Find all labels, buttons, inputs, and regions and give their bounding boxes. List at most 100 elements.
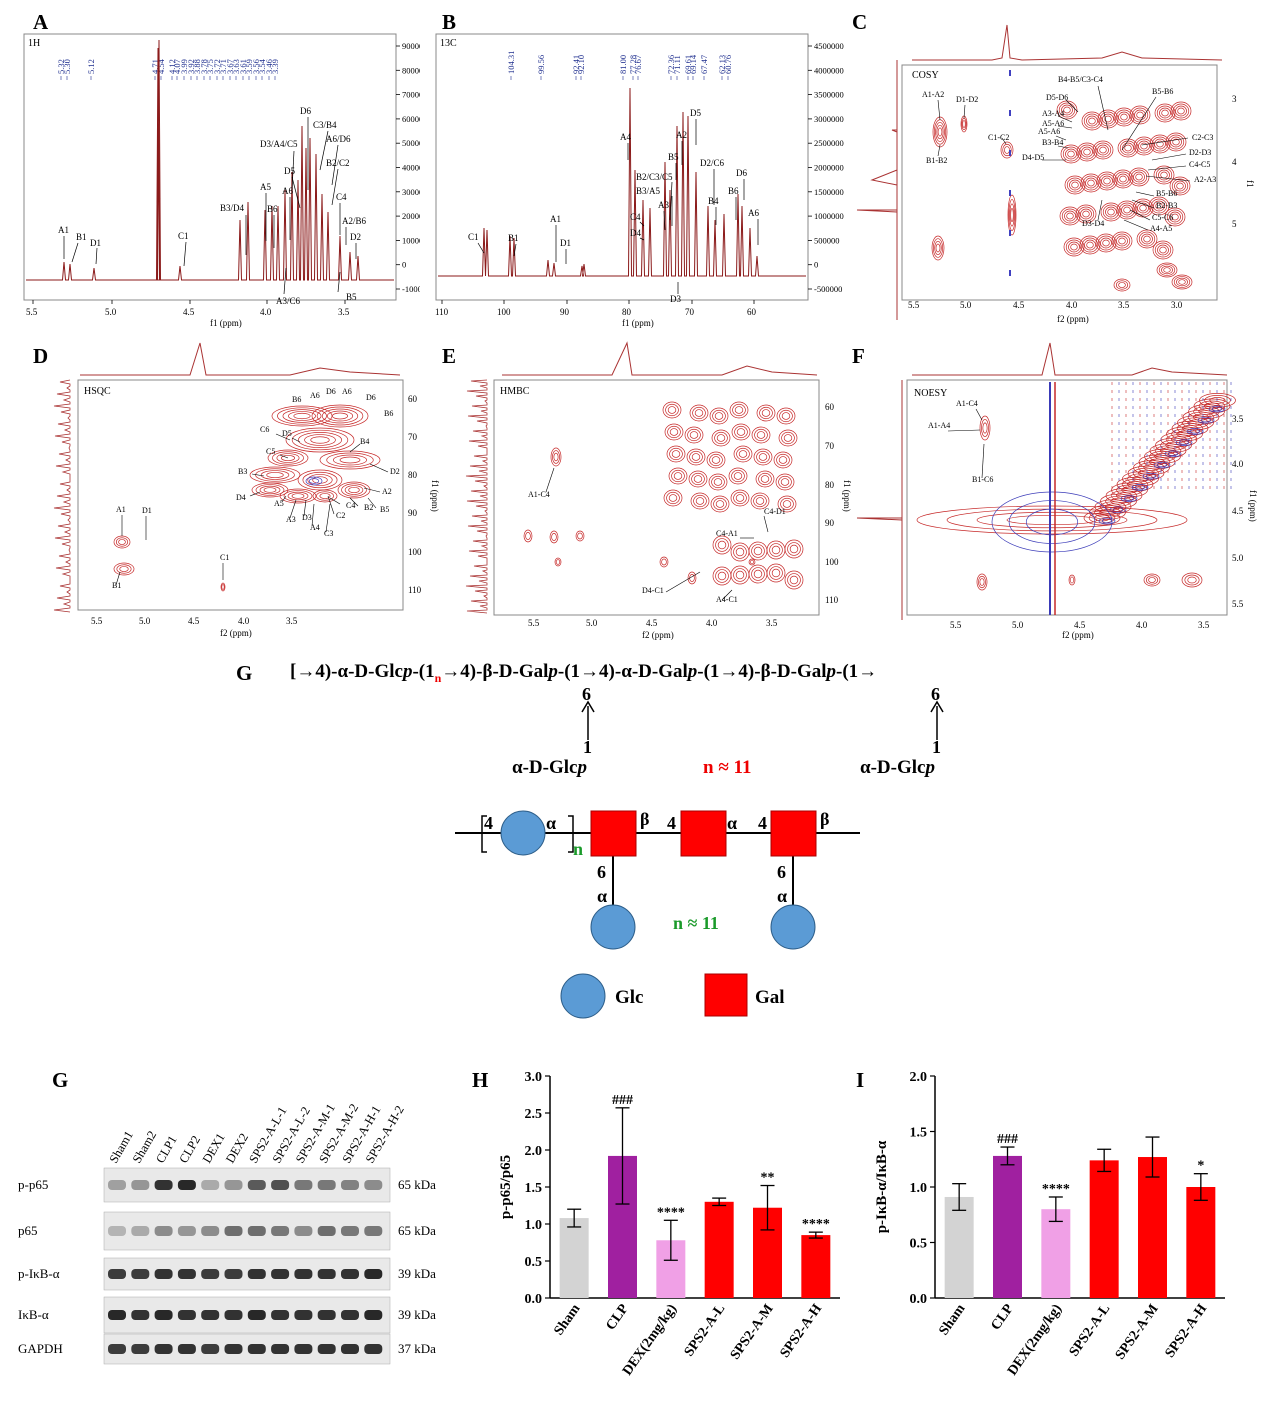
contour-peak (312, 476, 328, 484)
y-tick-label: 1.0 (525, 1218, 543, 1233)
contour-peak (1123, 206, 1131, 214)
shift-label: 92.41 (571, 55, 581, 74)
contour-peak (715, 538, 729, 552)
contour-peak (552, 450, 560, 464)
contour-peak (1099, 111, 1117, 127)
contour-peak (729, 401, 749, 419)
peak-label: A3 (658, 200, 669, 210)
y-axis-ticks: 3.5 4.0 4.5 5.0 5.5 (1232, 414, 1244, 609)
contour-peak (1102, 204, 1120, 220)
blot-band (154, 1226, 173, 1236)
contour-peak (1088, 117, 1096, 125)
peak-label: D6 (326, 387, 336, 396)
panel-d-hsqc: HSQC B6 A6 D6 A6 D6 B6 C6 D5 B4 C5 D2 B3 A2 D4 C4 B2 A5 B… (20, 340, 440, 640)
peak-label: D4 (630, 228, 641, 238)
peak-label: D5 (282, 429, 292, 438)
snfg-legend: Glc Gal (560, 973, 785, 1019)
contour-peak (669, 428, 679, 436)
blot-band (341, 1269, 359, 1279)
x-axis-label: f1 (ppm) (210, 318, 242, 328)
peak-pointer (349, 443, 361, 453)
contour-peak (714, 412, 724, 420)
contour-peak (276, 453, 300, 463)
contour-peak (1171, 274, 1193, 290)
peak-labels: A1-A2 D1-D2 B1-B2 C1-C2 A5-A6 B3-B4 D4-D5 A5-A6… (922, 75, 1216, 233)
contour-peak (280, 454, 296, 462)
peak-label: B4 (708, 196, 719, 206)
contour-peak (1177, 415, 1214, 431)
contour-peak (1060, 144, 1082, 164)
y-axis-label: f1 (ppm) (1248, 490, 1258, 522)
contour-peak (753, 546, 763, 556)
peak-label: D6 (736, 168, 747, 178)
contour-peak (251, 482, 289, 498)
contour-peaks (113, 404, 381, 592)
contour-peak (326, 452, 374, 468)
western-blot-panel: Sham1 Sham2 CLP1 CLP2 DEX1 DEX2 SPS2-A-L-1 SPS2… (10, 1060, 460, 1400)
contour-peak (310, 436, 330, 444)
contour-peak (260, 470, 290, 480)
shift-label: 4.71 (150, 59, 160, 74)
x-tick-label: 5.0 (960, 300, 972, 310)
peak-pointer (1097, 199, 1103, 221)
contour-peak (1086, 241, 1094, 249)
x-tick-label: 5.5 (91, 616, 103, 626)
contour-peak (671, 469, 685, 483)
contour-peak (734, 406, 744, 414)
contour-peak (1101, 175, 1113, 187)
peak-pointer (669, 181, 673, 221)
x-tick-label: 3.5 (1118, 300, 1130, 310)
shift-label: 69.14 (688, 54, 698, 74)
contour-peak (1081, 146, 1093, 158)
peak-pointer (363, 487, 381, 493)
contour-peak (1156, 140, 1164, 148)
x-tick-label: 4.0 (1136, 620, 1148, 630)
panel-letter-d: D (33, 344, 49, 368)
peak-label: D4-C1 (642, 586, 664, 595)
contour-peak (783, 434, 793, 442)
contour-peak (731, 423, 751, 441)
x-axis-label: f1 (ppm) (622, 318, 654, 328)
spectrum-line (438, 87, 806, 277)
peak-label: B2/C3/C5 (636, 172, 673, 182)
peak-label: D1 (90, 238, 101, 248)
blot-band (364, 1310, 383, 1320)
contour-peak (1068, 241, 1080, 253)
contour-peak (688, 470, 708, 488)
contour-peak (263, 487, 277, 493)
contour-peak (733, 545, 747, 559)
contour-peak (1009, 203, 1015, 227)
y-tick-label: 80 (825, 480, 835, 490)
contour-peak (1079, 235, 1101, 255)
contour-peak (341, 483, 367, 497)
contour-peak (271, 405, 333, 427)
peak-pointer (319, 130, 329, 171)
contour-peak (1122, 142, 1134, 154)
contour-peak (733, 491, 747, 505)
blot-band (154, 1344, 173, 1354)
peak-pointer (1147, 165, 1187, 171)
peak-labels: B6 A6 D6 A6 D6 B6 C6 D5 B4 C5 D2 B3 A2 D4 C4 B2 A5 B5 A3 D3… (112, 387, 400, 590)
x-tick-label: 5.0 (586, 618, 598, 628)
contour-peak (1150, 198, 1168, 214)
peak-label: B2/C2 (326, 158, 350, 168)
peak-pointer (369, 463, 389, 473)
contour-peak (713, 478, 723, 486)
lane-label: DEX2 (223, 1131, 251, 1166)
y-tick-label: 7000000 (402, 90, 420, 100)
y-tick-label: 3500000 (814, 90, 844, 100)
peak-label: B6 (292, 395, 301, 404)
blot-band (364, 1226, 383, 1236)
contour-peak (326, 410, 354, 422)
contour-peak (710, 495, 730, 513)
contour-peak (1082, 175, 1100, 191)
x-tick-label: 100 (497, 307, 511, 317)
contour-peak (708, 473, 728, 491)
blot-band (131, 1180, 150, 1190)
contour-peak (1118, 111, 1130, 123)
plot-frame (493, 379, 820, 616)
contour-peak (1004, 146, 1010, 154)
contour-peak (1065, 239, 1083, 255)
peak-label: C2 (336, 511, 345, 520)
peak-label: B1-B2 (926, 156, 947, 165)
